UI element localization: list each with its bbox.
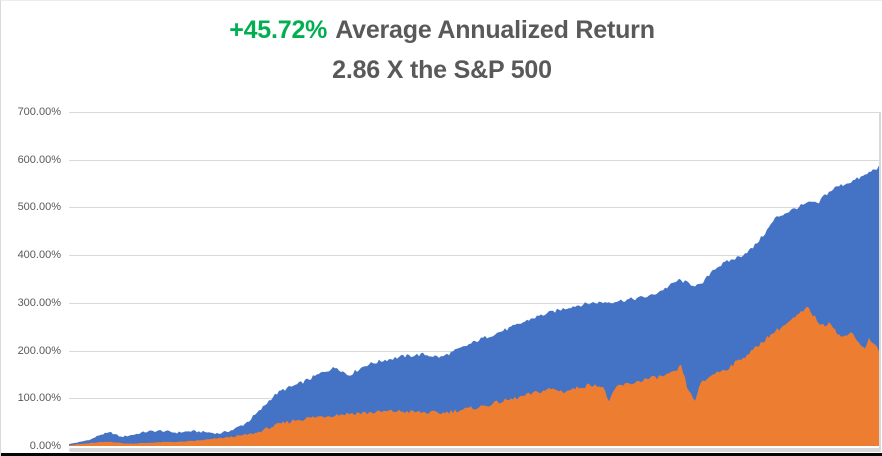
y-axis-label-0: 0.00% (29, 440, 61, 452)
title-text: Average Annualized Return (335, 16, 655, 44)
y-axis-label-200: 200.00% (17, 345, 61, 357)
x-axis-line (69, 448, 881, 452)
y-axis-label-500: 500.00% (17, 201, 61, 213)
y-axis-label-600: 600.00% (17, 154, 61, 166)
orange-area-series (69, 306, 881, 446)
y-axis-label-100: 100.00% (17, 392, 61, 404)
chart-title-block: +45.72% Average Annualized Return 2.86 X … (1, 10, 882, 90)
page-title: +45.72% Average Annualized Return (1, 10, 882, 50)
y-axis-label-400: 400.00% (17, 249, 61, 261)
gridline-500 (69, 207, 881, 208)
plot-right-edge (879, 112, 881, 452)
gridline-700 (69, 112, 881, 113)
area-chart (69, 163, 881, 446)
gridline-400 (69, 255, 881, 256)
gridline-600 (69, 160, 881, 161)
y-axis-label-300: 300.00% (17, 297, 61, 309)
title-return-percent: +45.72% (229, 16, 328, 44)
chart-subtitle: 2.86 X the S&P 500 (332, 56, 552, 84)
bottom-border (1, 453, 882, 456)
y-axis-label-700: 700.00% (17, 106, 61, 118)
gridline-300 (69, 303, 881, 304)
